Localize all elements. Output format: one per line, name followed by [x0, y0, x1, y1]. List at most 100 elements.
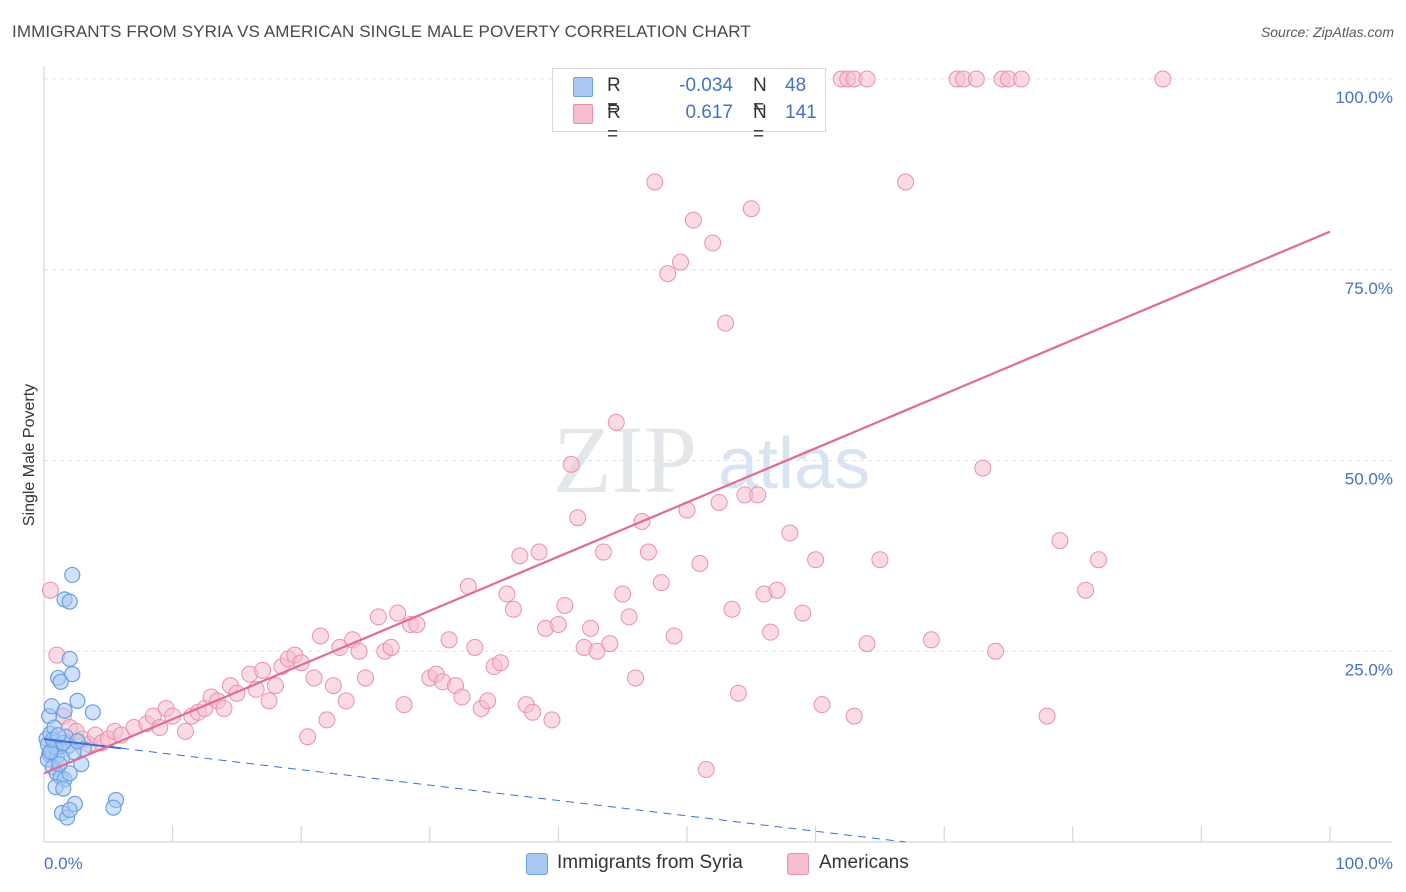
source-label: Source: ZipAtlas.com [1260, 24, 1394, 40]
americans-point [967, 70, 985, 88]
syria-points [38, 566, 125, 826]
series-swatch-americans [787, 853, 809, 875]
gridlines [44, 78, 1392, 652]
americans-point [266, 677, 284, 695]
y-tick-label: 100.0% [1335, 88, 1393, 107]
americans-point [691, 555, 709, 573]
americans-point [813, 696, 831, 714]
americans-point [318, 711, 336, 729]
americans-point [710, 493, 728, 511]
americans-point [742, 200, 760, 218]
americans-point [781, 524, 799, 542]
americans-point [41, 581, 59, 599]
americans-point [729, 684, 747, 702]
syria-point [50, 727, 67, 744]
americans-point [562, 455, 580, 473]
americans-point [858, 635, 876, 653]
x-tick-label: 0.0% [44, 854, 83, 873]
americans-point [871, 551, 889, 569]
series-label-syria: Immigrants from Syria [557, 852, 743, 873]
series-swatch-syria [526, 853, 548, 875]
syria-point [61, 593, 78, 610]
americans-point [620, 608, 638, 626]
y-tick-label: 50.0% [1345, 470, 1393, 489]
americans-point [794, 604, 812, 622]
americans-point [723, 600, 741, 618]
americans-point [607, 413, 625, 431]
americans-point [762, 623, 780, 641]
americans-point [549, 616, 567, 634]
americans-point [453, 688, 471, 706]
americans-point [492, 654, 510, 672]
y-axis-label: Single Male Poverty [21, 384, 38, 526]
americans-point [337, 692, 355, 710]
americans-point [530, 543, 548, 561]
americans-trendline [43, 230, 1331, 775]
americans-point [1051, 532, 1069, 550]
syria-point [64, 566, 81, 584]
americans-point [614, 585, 632, 603]
americans-point [922, 631, 940, 649]
syria-point [61, 801, 78, 819]
syria-point [64, 666, 81, 683]
y-tick-label: 25.0% [1345, 660, 1393, 679]
americans-point [974, 459, 992, 477]
americans-point [254, 661, 272, 679]
syria-point [84, 704, 101, 721]
legend-swatch-americans [573, 104, 593, 124]
americans-point [768, 581, 786, 599]
legend-n-value: 141 [785, 102, 817, 123]
americans-point [897, 173, 915, 191]
americans-point [543, 711, 561, 729]
legend-r-value: 0.617 [685, 102, 733, 123]
americans-point [594, 543, 612, 561]
americans-point [704, 234, 722, 252]
americans-point [749, 486, 767, 504]
americans-point [215, 699, 233, 717]
americans-point [498, 585, 516, 603]
americans-point [479, 692, 497, 710]
americans-point [1012, 70, 1030, 88]
legend-r-label: R = [607, 102, 621, 145]
americans-point [466, 638, 484, 656]
americans-point [176, 722, 194, 740]
correlation-legend: R = -0.034 N = 48 R = 0.617 N = 141 [552, 68, 826, 145]
americans-point [627, 669, 645, 687]
y-tick-label: 75.0% [1345, 279, 1393, 298]
americans-point [556, 596, 574, 614]
legend-swatch-syria [573, 77, 593, 97]
americans-point [588, 642, 606, 660]
americans-point [646, 173, 664, 191]
americans-point [665, 627, 683, 645]
syria-point [105, 799, 122, 816]
americans-point [845, 707, 863, 725]
tick-labels: 25.0% 50.0% 75.0% 100.0% 0.0% 100.0% [44, 88, 1393, 873]
americans-point [504, 600, 522, 618]
syria-point [52, 673, 69, 690]
legend-n-label: N = [753, 75, 767, 118]
americans-point [672, 253, 690, 271]
americans-point [524, 703, 542, 721]
x-tick-label: 100.0% [1335, 854, 1393, 873]
americans-point [1090, 551, 1108, 569]
chart-title: IMMIGRANTS FROM SYRIA VS AMERICAN SINGLE… [12, 22, 751, 41]
trendlines [43, 230, 1331, 843]
americans-point [369, 608, 387, 626]
americans-point [299, 728, 317, 746]
americans-point [305, 669, 323, 687]
americans-point [382, 638, 400, 656]
legend-r-label: R = [607, 75, 621, 118]
americans-point [311, 627, 329, 645]
syria-point [61, 765, 78, 782]
americans-point [717, 314, 735, 332]
americans-point [652, 574, 670, 592]
americans-point [858, 70, 876, 88]
americans-point [601, 635, 619, 653]
series-label-americans: Americans [819, 852, 909, 873]
americans-point [357, 669, 374, 687]
americans-point [1038, 707, 1056, 725]
americans-point [659, 265, 677, 283]
americans-point [260, 692, 278, 710]
legend-n-label: N = [753, 102, 767, 145]
